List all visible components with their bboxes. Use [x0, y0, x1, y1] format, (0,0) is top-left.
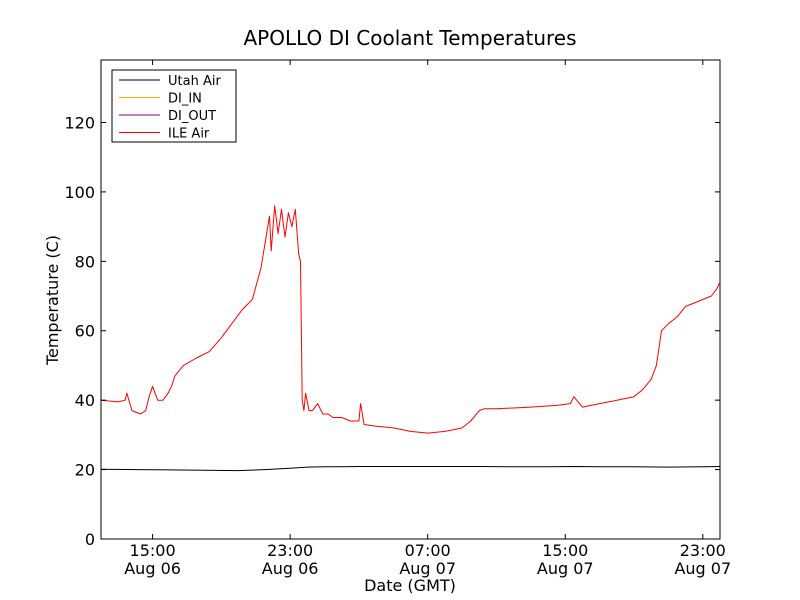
y-tick-label: 100: [64, 183, 95, 202]
x-tick-time-label: 23:00: [680, 541, 726, 560]
legend: Utah Air DI_IN DI_OUT ILE Air: [111, 69, 237, 143]
x-axis-label: Date (GMT): [364, 576, 456, 595]
x-tick-date-label: Aug 07: [399, 559, 456, 578]
x-tick-time-label: 15:00: [130, 541, 176, 560]
series-line-ile-air: [101, 205, 720, 434]
legend-label-utah-air: Utah Air: [168, 74, 221, 89]
legend-box: [111, 69, 237, 143]
x-tick-date-label: Aug 06: [262, 559, 319, 578]
x-tick-time-label: 15:00: [542, 541, 588, 560]
legend-label-ile-air: ILE Air: [168, 127, 210, 142]
y-tick-label: 20: [75, 461, 95, 480]
x-tick-time-label: 07:00: [405, 541, 451, 560]
legend-label-di-out: DI_OUT: [168, 109, 216, 124]
y-tick-label: 120: [64, 113, 95, 132]
y-tick-label: 60: [75, 322, 95, 341]
y-tick-label: 0: [85, 530, 95, 549]
x-tick-time-label: 23:00: [267, 541, 313, 560]
y-axis-label: Temperature (C): [43, 235, 62, 366]
y-tick-label: 40: [75, 391, 95, 410]
y-tick-label: 80: [75, 252, 95, 271]
legend-label-di-in: DI_IN: [168, 92, 202, 107]
series-line-utah-air: [101, 466, 720, 472]
chart-title: APOLLO DI Coolant Temperatures: [243, 26, 576, 50]
x-tick-date-label: Aug 07: [537, 559, 594, 578]
x-tick-date-label: Aug 07: [674, 559, 731, 578]
x-tick-date-label: Aug 06: [124, 559, 181, 578]
